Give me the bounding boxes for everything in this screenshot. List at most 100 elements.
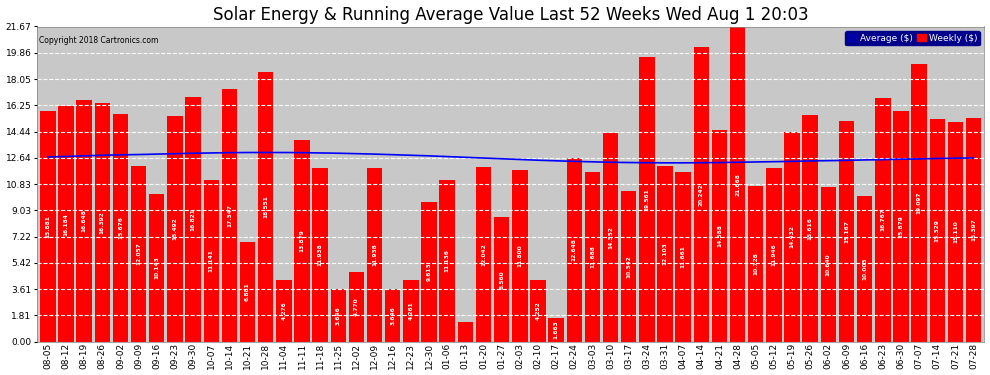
Bar bbox=[857, 196, 872, 342]
Bar bbox=[839, 121, 854, 342]
Bar bbox=[131, 166, 147, 342]
Text: 15.492: 15.492 bbox=[172, 218, 177, 240]
Bar bbox=[730, 27, 745, 342]
Bar bbox=[185, 97, 201, 342]
Bar bbox=[367, 168, 382, 342]
Bar bbox=[204, 180, 219, 342]
Bar bbox=[149, 194, 164, 342]
Text: 13.879: 13.879 bbox=[300, 230, 305, 252]
Bar bbox=[585, 172, 600, 342]
Bar bbox=[440, 180, 454, 342]
Text: 15.676: 15.676 bbox=[118, 216, 123, 239]
Bar bbox=[712, 129, 728, 342]
Text: 11.800: 11.800 bbox=[518, 244, 523, 267]
Text: 16.184: 16.184 bbox=[63, 213, 68, 236]
Text: 10.003: 10.003 bbox=[862, 258, 867, 280]
Text: 11.136: 11.136 bbox=[445, 249, 449, 272]
Text: 16.821: 16.821 bbox=[191, 208, 196, 231]
Text: 10.342: 10.342 bbox=[627, 255, 632, 278]
Text: 4.276: 4.276 bbox=[281, 302, 286, 320]
Text: 15.167: 15.167 bbox=[844, 220, 849, 243]
Bar bbox=[821, 187, 837, 342]
Bar bbox=[966, 118, 981, 342]
Bar bbox=[893, 111, 909, 342]
Bar bbox=[313, 168, 328, 342]
Bar bbox=[803, 115, 818, 342]
Text: 14.352: 14.352 bbox=[608, 226, 613, 249]
Text: 8.560: 8.560 bbox=[499, 270, 504, 289]
Text: 15.881: 15.881 bbox=[46, 215, 50, 238]
Bar bbox=[331, 289, 346, 342]
Text: 1.663: 1.663 bbox=[553, 320, 558, 339]
Text: 10.143: 10.143 bbox=[154, 256, 159, 279]
Bar bbox=[512, 170, 528, 342]
Text: 11.141: 11.141 bbox=[209, 249, 214, 272]
Bar bbox=[294, 140, 310, 342]
Text: 15.879: 15.879 bbox=[899, 215, 904, 238]
Text: 3.646: 3.646 bbox=[390, 306, 395, 325]
Bar bbox=[947, 122, 963, 342]
Text: 20.242: 20.242 bbox=[699, 183, 704, 206]
Text: 6.881: 6.881 bbox=[246, 282, 250, 301]
Text: 4.261: 4.261 bbox=[409, 302, 414, 320]
Text: 15.616: 15.616 bbox=[808, 217, 813, 240]
Bar bbox=[784, 132, 800, 342]
Bar bbox=[422, 202, 437, 342]
Text: 15.329: 15.329 bbox=[935, 219, 940, 242]
Text: 14.588: 14.588 bbox=[717, 224, 722, 247]
Text: 10.640: 10.640 bbox=[826, 253, 831, 276]
Text: 10.728: 10.728 bbox=[753, 252, 758, 275]
Text: 11.938: 11.938 bbox=[318, 244, 323, 266]
Text: 18.551: 18.551 bbox=[263, 195, 268, 218]
Text: 9.613: 9.613 bbox=[427, 262, 432, 281]
Bar bbox=[222, 89, 237, 342]
Bar bbox=[694, 47, 709, 342]
Text: 16.767: 16.767 bbox=[880, 209, 885, 231]
Bar bbox=[621, 191, 637, 342]
Text: 11.938: 11.938 bbox=[372, 244, 377, 266]
Text: 17.347: 17.347 bbox=[227, 204, 232, 227]
Bar bbox=[603, 133, 619, 342]
Bar bbox=[930, 119, 945, 342]
Text: 19.561: 19.561 bbox=[644, 188, 649, 211]
Bar bbox=[748, 186, 763, 342]
Bar bbox=[76, 100, 92, 342]
Bar bbox=[240, 242, 255, 342]
Bar bbox=[675, 172, 691, 342]
Bar bbox=[113, 114, 128, 342]
Text: 14.432: 14.432 bbox=[790, 225, 795, 248]
Text: 12.057: 12.057 bbox=[137, 243, 142, 266]
Bar bbox=[548, 318, 564, 342]
Bar bbox=[640, 57, 654, 342]
Bar bbox=[531, 280, 545, 342]
Bar bbox=[167, 116, 182, 342]
Bar bbox=[348, 272, 364, 342]
Bar bbox=[95, 103, 110, 342]
Text: 11.946: 11.946 bbox=[771, 243, 776, 266]
Text: 3.646: 3.646 bbox=[336, 306, 341, 325]
Legend: Average ($), Weekly ($): Average ($), Weekly ($) bbox=[845, 31, 980, 45]
Bar bbox=[276, 280, 291, 342]
Bar bbox=[766, 168, 782, 342]
Text: 4.252: 4.252 bbox=[536, 302, 541, 320]
Text: 16.648: 16.648 bbox=[82, 209, 87, 232]
Text: 19.097: 19.097 bbox=[917, 192, 922, 214]
Text: 16.392: 16.392 bbox=[100, 211, 105, 234]
Title: Solar Energy & Running Average Value Last 52 Weeks Wed Aug 1 20:03: Solar Energy & Running Average Value Las… bbox=[213, 6, 809, 24]
Bar bbox=[875, 98, 891, 342]
Bar bbox=[494, 217, 509, 342]
Text: 15.397: 15.397 bbox=[971, 218, 976, 241]
Bar bbox=[566, 158, 582, 342]
Bar bbox=[657, 166, 673, 342]
Text: 15.110: 15.110 bbox=[953, 220, 958, 243]
Bar bbox=[385, 289, 400, 342]
Text: 12.042: 12.042 bbox=[481, 243, 486, 266]
Text: Copyright 2018 Cartronics.com: Copyright 2018 Cartronics.com bbox=[39, 36, 158, 45]
Bar bbox=[403, 280, 419, 342]
Bar bbox=[457, 321, 473, 342]
Text: 4.770: 4.770 bbox=[354, 298, 359, 316]
Text: 12.103: 12.103 bbox=[662, 242, 667, 265]
Bar bbox=[258, 72, 273, 342]
Text: 11.688: 11.688 bbox=[590, 245, 595, 268]
Text: 12.648: 12.648 bbox=[572, 238, 577, 261]
